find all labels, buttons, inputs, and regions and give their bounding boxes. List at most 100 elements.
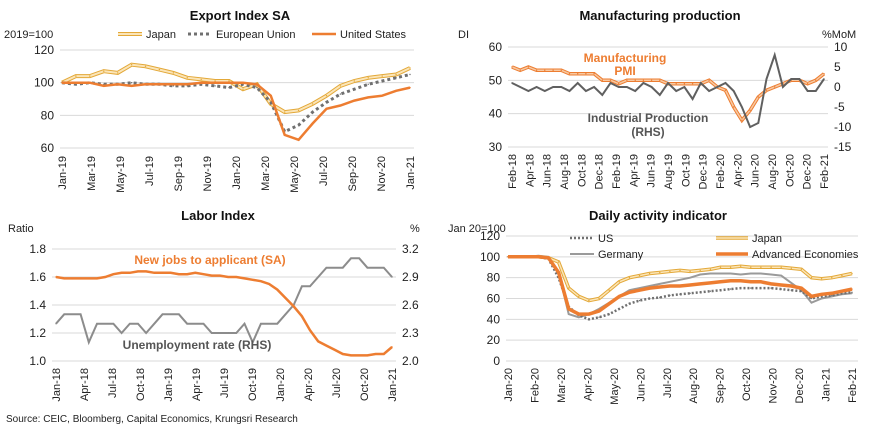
us-point-4 <box>117 83 119 86</box>
jobs-ratio-point-29 <box>293 305 295 308</box>
jobs-ratio-point-33 <box>325 344 328 347</box>
eu-point-15 <box>270 101 272 104</box>
mfg-xtick-17: Dec-20 <box>802 154 814 189</box>
daily-advanced-point-18 <box>689 284 691 286</box>
daily-japan-point-14 <box>648 272 651 275</box>
daily-advanced-point-2 <box>527 256 529 258</box>
ip-point-33 <box>782 86 784 88</box>
export-title: Export Index SA <box>190 8 291 23</box>
unemployment-point-36 <box>350 257 352 259</box>
us-point-15 <box>270 95 272 97</box>
japan-point-21 <box>353 80 355 82</box>
unemployment-point-18 <box>202 323 205 325</box>
jobs-ratio-point-5 <box>96 277 98 280</box>
export-xtick-6: Jan-20 <box>231 156 243 190</box>
daily-advanced-point-0 <box>507 256 509 258</box>
pmi-point-26 <box>724 89 727 92</box>
daily-us-point-23 <box>740 287 742 289</box>
unemployment-line <box>55 257 393 346</box>
mfg-xtick-2: Jun-18 <box>542 154 554 188</box>
export-xtick-1: Mar-19 <box>86 156 98 191</box>
eu-point-14 <box>256 86 258 89</box>
ip-point-30 <box>757 122 759 124</box>
jobs-ratio-point-37 <box>358 354 360 357</box>
mfg-xtick-0: Feb-18 <box>507 154 519 189</box>
daily-germany-point-27 <box>780 274 782 277</box>
ip-point-38 <box>823 78 825 80</box>
daily-japan-point-30 <box>810 277 813 279</box>
export-xtick-11: Nov-20 <box>376 156 388 191</box>
export-xtick-7: Mar-20 <box>260 156 272 191</box>
us-point-10 <box>200 82 202 84</box>
pmi-point-1 <box>519 69 521 72</box>
pmi-point-11 <box>601 79 603 82</box>
japan-point-3 <box>103 70 105 72</box>
daily-us-point-14 <box>648 297 651 300</box>
daily-japan-point-27 <box>780 266 782 268</box>
daily-germany-point-7 <box>578 316 580 318</box>
mfg-xtick-12: Feb-20 <box>715 154 727 189</box>
ip-point-36 <box>806 90 809 92</box>
jobs-ratio-point-10 <box>137 270 139 273</box>
ip-point-9 <box>585 90 587 92</box>
ip-point-11 <box>601 94 603 96</box>
unemployment-point-27 <box>276 323 278 325</box>
daily-germany-point-17 <box>679 279 681 281</box>
pmi-point-27 <box>733 106 735 108</box>
japan-point-17 <box>297 109 300 112</box>
daily-germany-point-16 <box>669 281 671 283</box>
japan-point-20 <box>339 85 342 87</box>
export-xtick-2: May-19 <box>115 156 127 193</box>
mfg-xtick-16: Oct-20 <box>784 154 796 187</box>
jobs-ratio-point-30 <box>301 315 303 317</box>
daily-japan-point-23 <box>740 265 742 267</box>
daily-ylabel: Jan 20=100 <box>448 223 506 235</box>
unemployment-point-9 <box>129 323 131 325</box>
mfg-xtick-15: Aug-20 <box>767 154 779 189</box>
jobs-ratio-point-9 <box>129 272 131 274</box>
labor-xtick-8: Jan-20 <box>275 368 287 402</box>
jobs-ratio-point-8 <box>120 272 123 274</box>
daily-germany-point-19 <box>699 273 701 276</box>
daily-us-point-12 <box>628 303 631 305</box>
daily-germany-point-23 <box>740 273 742 276</box>
japan-line <box>61 63 411 114</box>
pmi-point-20 <box>675 83 677 85</box>
pmi-point-17 <box>650 79 653 82</box>
unemployment-point-6 <box>104 323 106 325</box>
pmi-point-10 <box>593 73 595 75</box>
mfg-ytick-right-4: 5 <box>834 60 841 74</box>
export-ytick-1: 80 <box>41 108 55 122</box>
unemployment-point-37 <box>358 257 360 259</box>
unemployment-label: Unemployment rate (RHS) <box>123 338 272 352</box>
daily-xtick-3: Apr-20 <box>582 368 594 401</box>
daily-us-point-11 <box>618 308 620 310</box>
pmi-point-16 <box>642 79 645 82</box>
ip-point-37 <box>815 90 817 92</box>
us-point-0 <box>61 82 63 84</box>
pmi-point-6 <box>560 69 562 72</box>
japan-point-7 <box>158 68 161 71</box>
labor-xtick-5: Apr-19 <box>191 368 203 401</box>
jobs-ratio-point-17 <box>194 272 196 274</box>
ip-point-32 <box>774 54 776 56</box>
pmi-point-13 <box>618 83 620 85</box>
export-xtick-12: Jan-21 <box>405 156 417 190</box>
daily-japan-point-10 <box>608 289 610 291</box>
daily-germany-point-28 <box>790 282 792 284</box>
labor-xtick-12: Jan-21 <box>387 368 399 402</box>
daily-germany-point-15 <box>659 283 661 285</box>
ip-point-17 <box>650 86 653 88</box>
eu-point-11 <box>214 85 216 87</box>
daily-japan-point-15 <box>659 271 661 274</box>
legend-daily-us-label: US <box>598 233 613 245</box>
daily-xtick-0: Jan-20 <box>503 368 515 402</box>
pmi-point-14 <box>626 79 628 82</box>
mfg-xtick-5: Dec-18 <box>594 154 606 189</box>
daily-advanced-point-3 <box>537 256 540 258</box>
ip-point-10 <box>593 86 595 88</box>
unemployment-point-19 <box>211 332 213 334</box>
legend-daily-germany-label: Germany <box>598 249 644 261</box>
us-point-3 <box>103 85 105 87</box>
